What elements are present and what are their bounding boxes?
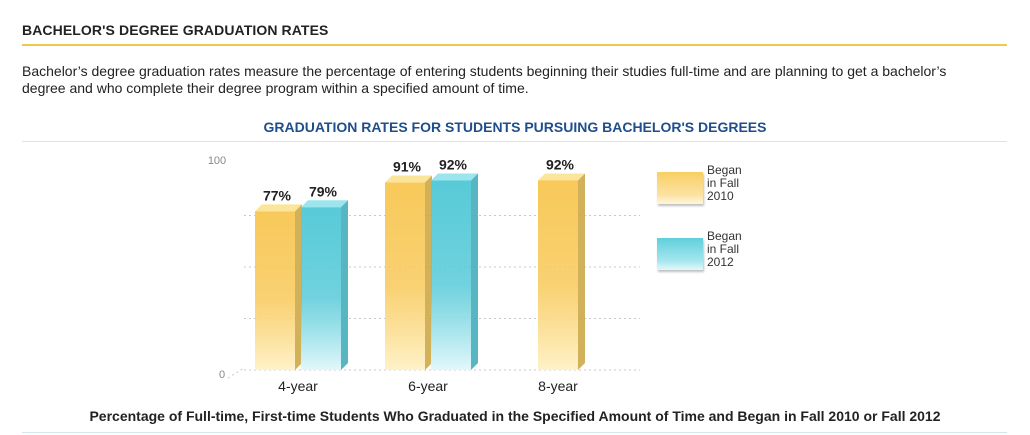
data-label: 92%: [546, 156, 575, 172]
y-tick-label-min: 0: [219, 369, 225, 381]
bar-top-face: [255, 204, 302, 212]
bar-side-face: [471, 173, 478, 370]
legend-swatch-teal: [657, 238, 703, 270]
bar-top-face: [431, 173, 478, 181]
legend-label: Began in Fall 2012: [707, 229, 742, 269]
y-tick-label-max: 100: [208, 155, 226, 167]
bars: [255, 173, 585, 370]
data-label: 91%: [393, 159, 422, 175]
bar-side-face: [295, 204, 302, 370]
legend-item-fall-2012: Began in Fall 2012: [657, 230, 767, 290]
section-title: BACHELOR'S DEGREE GRADUATION RATES: [22, 22, 329, 38]
data-labels: 77% 79% 91% 92% 92%: [263, 156, 575, 203]
data-label: 79%: [309, 183, 338, 199]
chart-title: GRADUATION RATES FOR STUDENTS PURSUING B…: [263, 119, 767, 135]
data-label: 77%: [263, 187, 292, 203]
bar: [431, 180, 471, 370]
x-tick-label: 8-year: [538, 378, 578, 394]
bar: [255, 211, 295, 370]
x-tick-label: 6-year: [408, 378, 448, 394]
bar-top-face: [301, 200, 348, 208]
chart-top-rule: [22, 141, 1007, 142]
bar-top-face: [385, 175, 432, 183]
chart-bottom-rule: [22, 432, 1007, 433]
legend-swatch-yellow: [657, 172, 703, 204]
x-tick-label: 4-year: [278, 378, 318, 394]
legend-item-fall-2010: Began in Fall 2010: [657, 164, 767, 224]
chart-caption: Percentage of Full-time, First-time Stud…: [89, 408, 941, 424]
bar-top-face: [538, 173, 585, 181]
bar: [538, 180, 578, 370]
bar: [385, 182, 425, 370]
intro-paragraph: Bachelor’s degree graduation rates measu…: [22, 63, 947, 96]
data-label: 92%: [439, 156, 468, 172]
bar: [301, 207, 341, 370]
bar-side-face: [341, 200, 348, 370]
bar-side-face: [578, 173, 585, 370]
title-divider: [22, 44, 1007, 46]
legend-label: Began in Fall 2010: [707, 163, 742, 203]
bar-side-face: [425, 175, 432, 370]
axis-stub: [227, 367, 245, 379]
